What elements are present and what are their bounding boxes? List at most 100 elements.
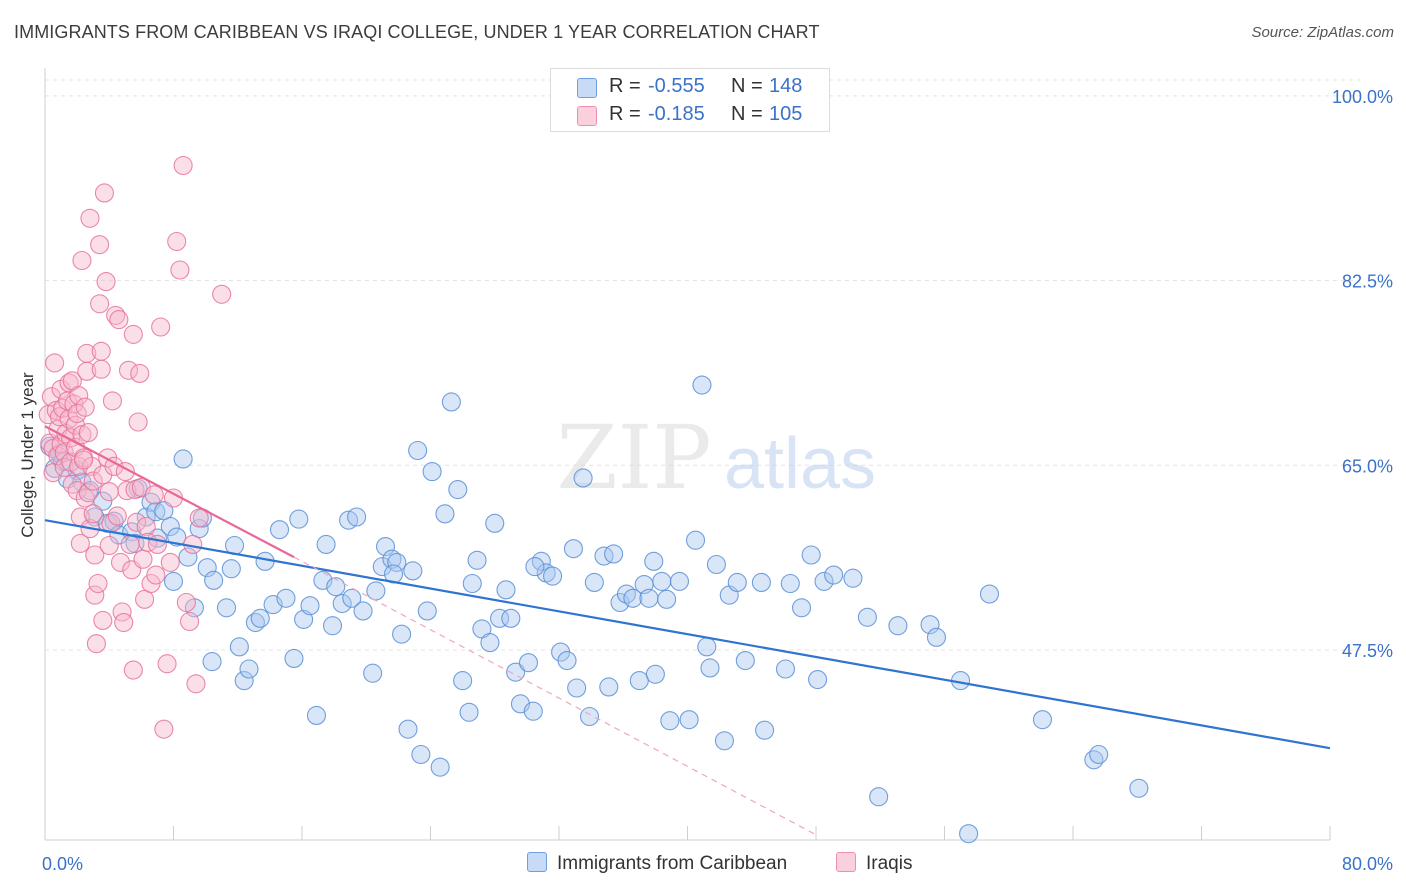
caribbean-point — [300, 596, 320, 616]
iraqi-point — [157, 654, 177, 674]
caribbean-point — [531, 551, 551, 571]
caribbean-point — [441, 392, 461, 412]
caribbean-point — [178, 547, 198, 567]
iraqi-point — [78, 483, 98, 503]
caribbean-point — [525, 557, 545, 577]
caribbean-point — [467, 550, 487, 570]
iraqi-point — [127, 512, 147, 532]
caribbean-point — [408, 440, 428, 461]
legend-n-label: N = — [731, 75, 763, 97]
legend-n-value: 148 — [769, 75, 803, 97]
y-tick-label: 47.5% — [1342, 641, 1393, 661]
caribbean-point — [276, 588, 296, 608]
caribbean-point — [366, 581, 386, 601]
caribbean-point — [229, 637, 249, 657]
legend-n-value: 105 — [769, 103, 803, 125]
iraqi-point — [78, 423, 98, 443]
caribbean-point — [645, 664, 665, 684]
caribbean-point — [387, 552, 407, 572]
caribbean-point — [888, 616, 908, 636]
y-axis-label: College, Under 1 year — [18, 372, 37, 538]
iraqi-point — [170, 260, 190, 280]
caribbean-point — [751, 572, 771, 592]
iraqi-point — [69, 386, 89, 406]
iraqi-point — [123, 660, 143, 680]
trend-lines — [44, 425, 1331, 836]
caribbean-point — [462, 573, 482, 594]
iraqi-point — [91, 359, 111, 379]
caribbean-point — [453, 671, 473, 691]
caribbean-point — [920, 615, 940, 635]
iraqi-point — [88, 573, 108, 594]
iraqi-point — [167, 231, 187, 252]
iraqi-point — [160, 552, 180, 572]
caribbean-point — [284, 648, 304, 668]
tick-labels: 47.5% 65.0% 82.5% 100.0% 0.0% 80.0% — [42, 87, 1393, 874]
bottom-legend-label: Immigrants from Caribbean — [557, 853, 788, 874]
caribbean-point — [714, 731, 734, 751]
caribbean-point — [342, 588, 362, 608]
iraqi-point — [77, 361, 97, 381]
watermark-atlas: atlas — [724, 424, 876, 504]
caribbean-point — [629, 671, 649, 691]
caribbean-point — [506, 662, 526, 682]
caribbean-point — [755, 720, 775, 740]
iraqi-point — [90, 294, 110, 314]
caribbean-point — [306, 705, 327, 725]
caribbean-point — [422, 462, 442, 482]
caribbean-point — [706, 554, 726, 575]
iraqi-point — [176, 592, 196, 613]
iraqi-point — [93, 610, 113, 630]
caribbean-point — [173, 449, 193, 469]
iraqi-point — [99, 482, 119, 502]
y-tick-label: 100.0% — [1332, 87, 1393, 107]
y-tick-label: 65.0% — [1342, 456, 1393, 476]
caribbean-point — [669, 571, 690, 591]
iraqi-point — [45, 353, 65, 373]
iraqi-point — [118, 360, 139, 380]
caribbean-point — [639, 588, 659, 608]
caribbean-point — [326, 577, 346, 597]
caribbean-point — [857, 607, 877, 627]
iraqi-point — [72, 250, 92, 271]
iraqi-point — [120, 534, 140, 554]
caribbean-point — [567, 678, 587, 698]
caribbean-point — [599, 677, 619, 697]
caribbean-point — [926, 627, 947, 647]
iraqi-point — [189, 508, 209, 528]
caribbean-point — [289, 509, 309, 529]
caribbean-point — [372, 557, 392, 577]
caribbean-point — [543, 566, 563, 586]
caribbean-point — [197, 558, 217, 578]
iraqi-point — [123, 324, 143, 344]
iraqi-point — [96, 272, 116, 292]
iraqi-point — [86, 634, 106, 654]
caribbean-point — [347, 507, 367, 527]
iraqi-point — [130, 363, 150, 383]
bottom-legend-swatch-blue — [527, 852, 547, 872]
caribbean-point — [780, 573, 800, 594]
bottom-legend-caribbean: Immigrants from Caribbean — [527, 852, 787, 875]
caribbean-point — [584, 572, 604, 592]
caribbean-point — [791, 598, 812, 618]
legend-r-value: -0.185 — [648, 103, 705, 125]
caribbean-point — [727, 572, 747, 592]
x-tick-label-max: 80.0% — [1342, 854, 1393, 874]
caribbean-point — [660, 711, 680, 731]
caribbean-point — [700, 658, 720, 678]
caribbean-point — [1129, 778, 1149, 798]
caribbean-point — [167, 527, 187, 547]
caribbean-point — [959, 824, 979, 844]
caribbean-point — [735, 651, 755, 671]
caribbean-point — [250, 608, 270, 628]
caribbean-point — [480, 633, 500, 653]
correlation-legend: R = -0.555 N = 148 R = -0.185 N = 105 — [550, 68, 830, 132]
iraqi-trend-line — [44, 425, 295, 559]
caribbean-point — [1089, 744, 1109, 765]
iraqi-point — [99, 535, 119, 556]
caribbean-point — [604, 544, 624, 564]
caribbean-point — [316, 534, 336, 554]
iraqi-point — [128, 412, 148, 432]
caribbean-point — [146, 502, 166, 522]
iraqi-point — [151, 317, 171, 337]
